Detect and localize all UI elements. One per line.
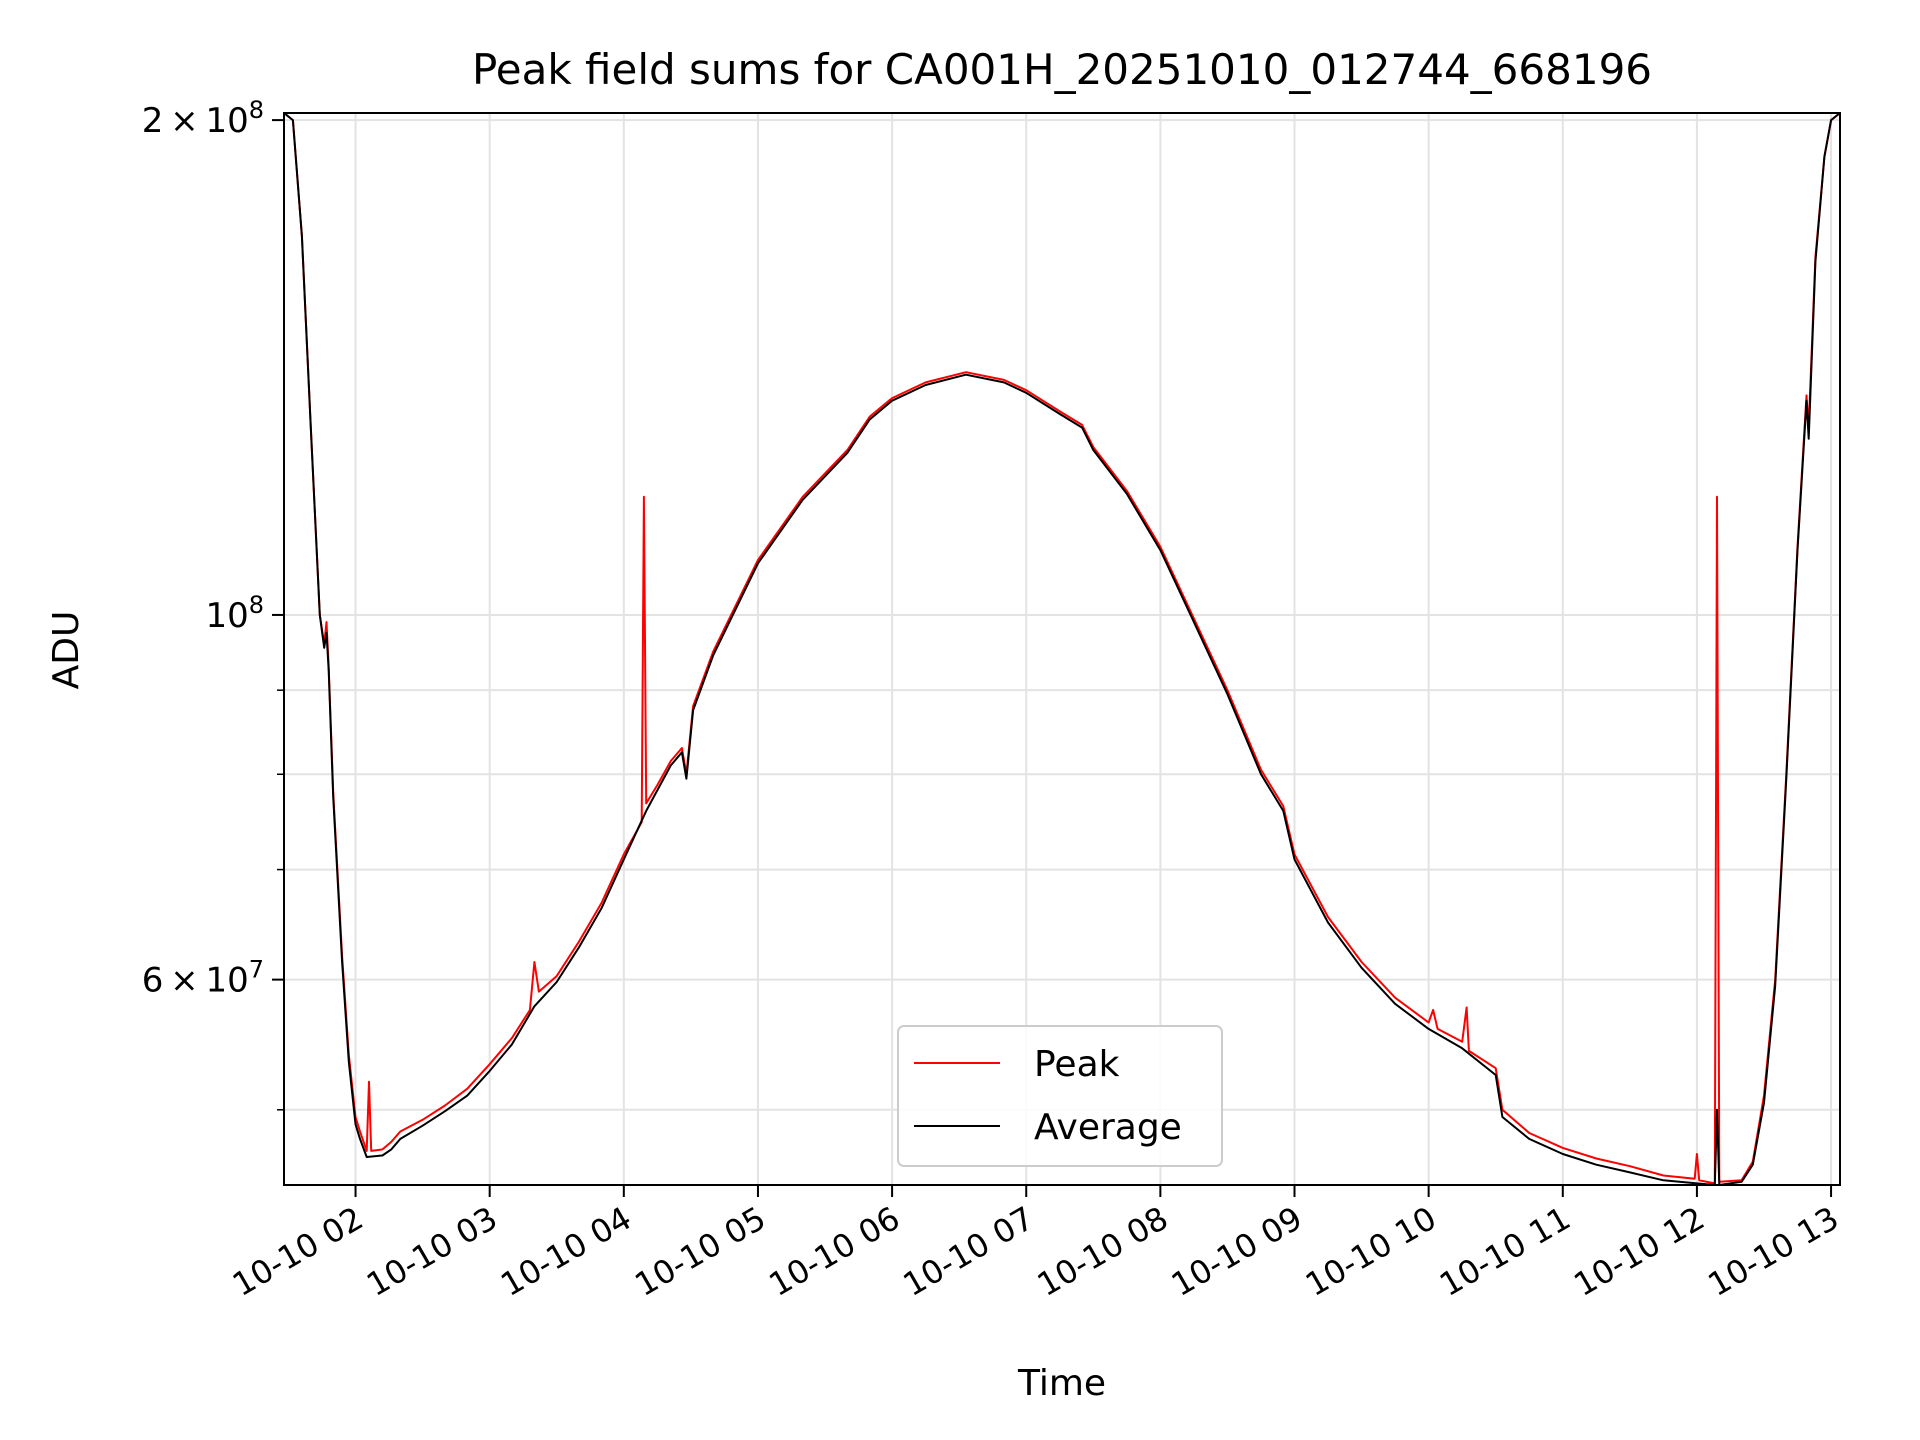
y-tick-label: 6 × 107 [142,956,264,1001]
legend-label-peak: Peak [1034,1044,1120,1085]
legend: Peak Average [897,1025,1223,1167]
y-axis-label: ADU [46,611,87,690]
y-axis: 6 × 107 108 2 × 108 [142,96,284,1111]
legend-box [897,1025,1223,1167]
chart-title: Peak field sums for CA001H_20251010_0127… [472,45,1652,94]
legend-label-average: Average [1034,1107,1182,1148]
plot-frame [283,112,1841,1186]
series-layer [284,113,1840,1185]
series-line-peak [284,113,1840,1185]
x-axis-label: Time [1017,1363,1106,1404]
y-tick-label: 108 [205,591,264,636]
series-line-average [284,113,1840,1185]
y-tick-label: 2 × 108 [142,96,264,141]
